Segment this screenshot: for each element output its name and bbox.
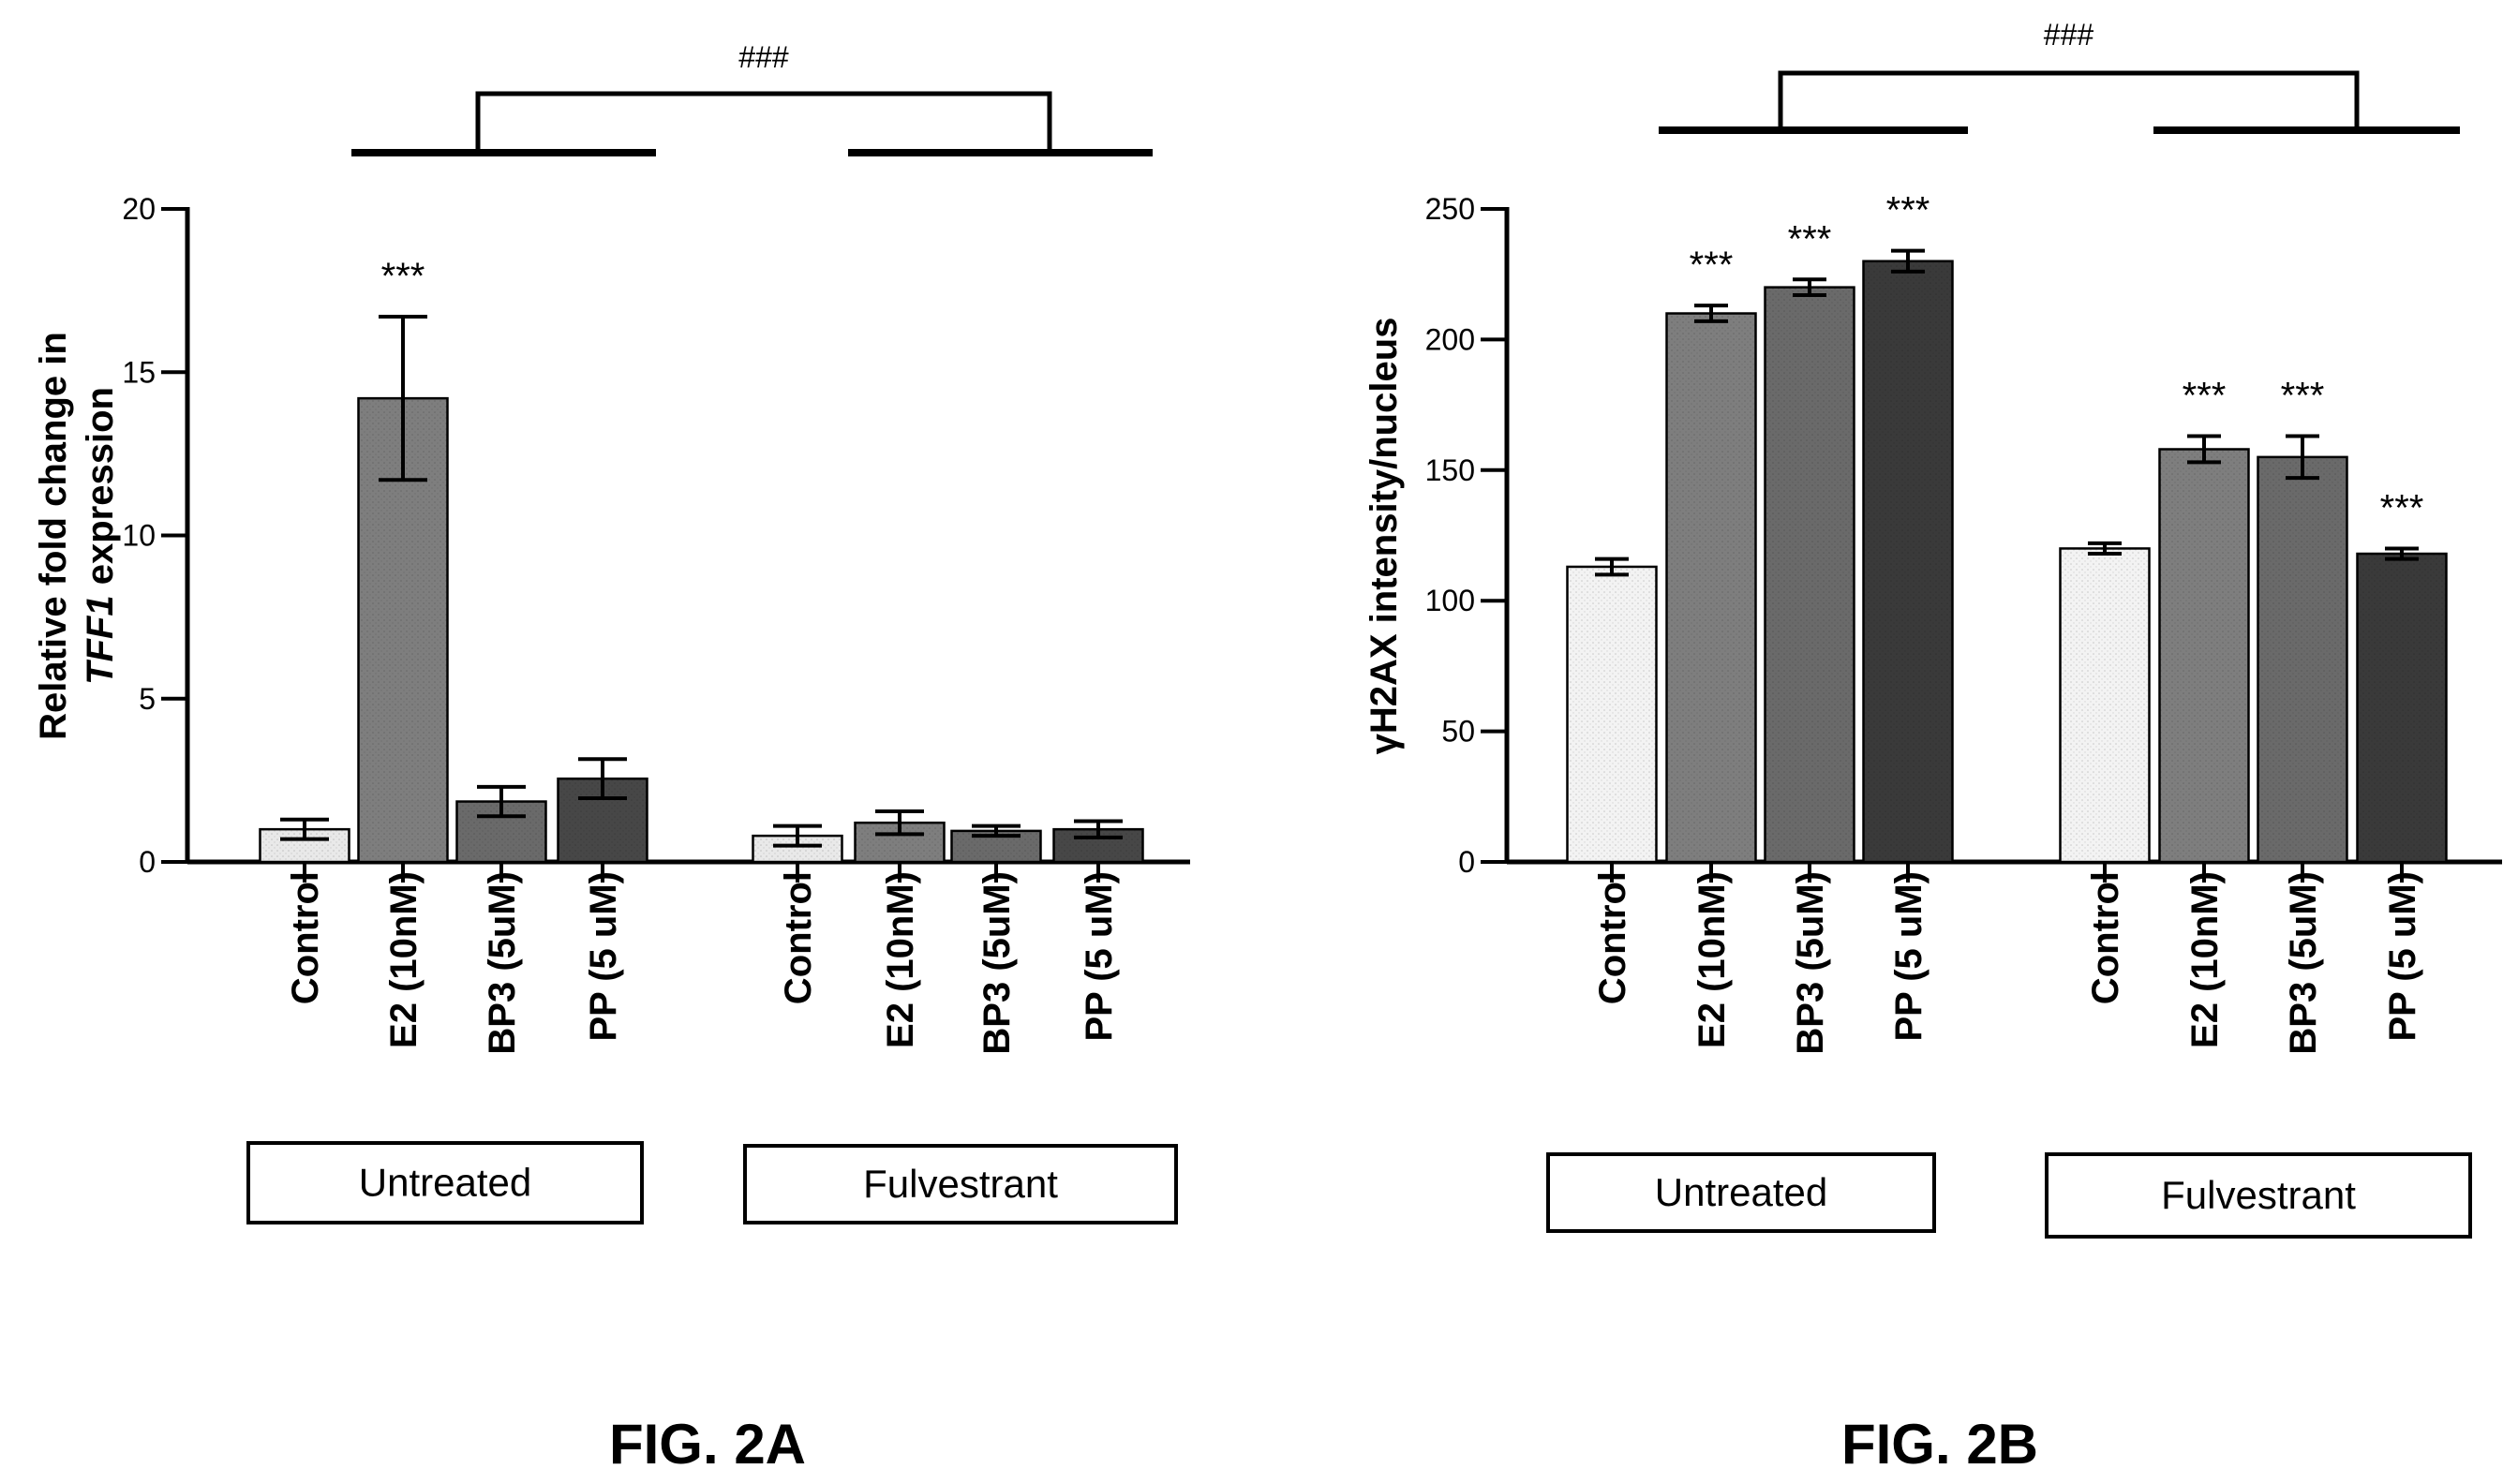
category-label: PP (5 uM) <box>1079 871 1120 1042</box>
y-axis-label: Relative fold change in TFF1 expression <box>33 332 121 740</box>
y-axis-label: γH2AX intensity/nucleus <box>1363 318 1405 755</box>
y-tick-label: 20 <box>122 192 156 226</box>
significance-marker: *** <box>2281 376 2325 417</box>
group-comparison-marker: ### <box>738 40 789 74</box>
y-tick-label: 10 <box>122 519 156 553</box>
group-box-untreated <box>246 1141 644 1224</box>
y-tick-label: 100 <box>1425 584 1475 617</box>
group-label-fulvestrant: Fulvestrant <box>2161 1173 2356 1217</box>
category-label: PP (5 uM) <box>2382 871 2423 1042</box>
bar-texture <box>1863 260 1953 862</box>
category-label: E2 (10nM) <box>880 871 921 1048</box>
bar-texture <box>2257 456 2347 862</box>
category-label: Control <box>285 871 326 1004</box>
y-tick-label: 0 <box>139 845 156 879</box>
chart-fig-2b: 0 50 100 150 200 250 γH2AX intensity/nucleus Co… <box>1363 18 2502 1476</box>
bracket-connector <box>475 91 1052 153</box>
category-label: BP3 (5uM) <box>482 871 523 1055</box>
category-label: BP3 (5uM) <box>1790 871 1831 1055</box>
category-label: Control <box>2085 871 2126 1004</box>
category-label: E2 (10nM) <box>1691 871 1733 1048</box>
y-axis-label-gene: TFF1 <box>80 595 121 685</box>
category-label: E2 (10nM) <box>383 871 425 1048</box>
group-label-fulvestrant: Fulvestrant <box>863 1162 1058 1206</box>
y-axis-label-text: γH2AX intensity/nucleus <box>1363 318 1405 755</box>
bar-texture <box>2060 548 2150 862</box>
category-label: Control <box>1592 871 1633 1004</box>
y-axis-label-line1: Relative fold change in <box>33 332 74 740</box>
bar-texture <box>1666 313 1756 862</box>
group-comparison-marker: ### <box>2044 18 2094 52</box>
category-label: BP3 (5uM) <box>2283 871 2324 1055</box>
category-label: E2 (10nM) <box>2184 871 2226 1048</box>
category-label: PP (5 uM) <box>583 871 624 1042</box>
significance-marker: *** <box>2380 487 2424 528</box>
category-label: Control <box>778 871 819 1004</box>
group-box-fulvestrant <box>743 1144 1178 1224</box>
y-tick-label: 200 <box>1425 322 1475 356</box>
y-axis-label-line2: expression <box>80 387 121 595</box>
significance-marker: *** <box>1788 218 1832 260</box>
significance-marker: *** <box>381 256 425 297</box>
figure-caption: FIG. 2B <box>1841 1413 2038 1476</box>
significance-marker: *** <box>2183 376 2227 417</box>
significance-marker: *** <box>1886 190 1930 231</box>
y-tick-label: 5 <box>139 682 156 716</box>
y-tick-label: 0 <box>1458 845 1475 879</box>
bar-texture <box>1567 566 1657 862</box>
y-tick-label: 15 <box>122 355 156 389</box>
group-label-untreated: Untreated <box>1655 1170 1827 1214</box>
bar-texture <box>2357 554 2447 862</box>
y-tick-label: 50 <box>1441 715 1475 749</box>
bracket-connector <box>1778 70 2360 130</box>
group-label-untreated: Untreated <box>359 1161 531 1205</box>
y-tick-label: 150 <box>1425 453 1475 487</box>
y-tick-label: 250 <box>1425 192 1475 226</box>
category-label: BP3 (5uM) <box>976 871 1018 1055</box>
category-label: PP (5 uM) <box>1888 871 1929 1042</box>
figure-caption: FIG. 2A <box>609 1413 806 1476</box>
chart-fig-2a: 0 5 10 15 20 Relative fold change in TFF1 expr… <box>33 40 1190 1476</box>
bar-texture <box>1765 287 1855 862</box>
bar-texture <box>2159 449 2249 862</box>
group-box-untreated <box>1546 1152 1936 1233</box>
group-box-fulvestrant <box>2045 1152 2472 1239</box>
significance-marker: *** <box>1690 245 1734 286</box>
